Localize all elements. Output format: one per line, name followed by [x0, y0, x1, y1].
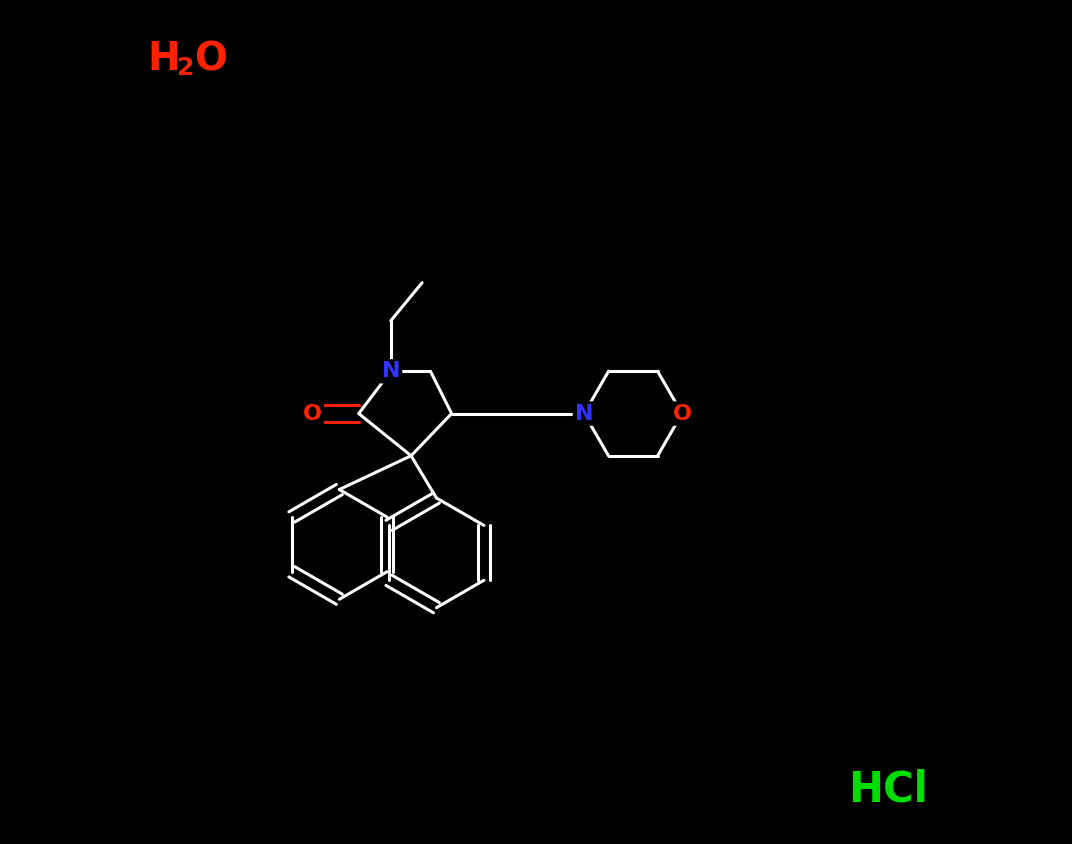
Text: 2: 2 [177, 56, 195, 79]
Text: H: H [148, 40, 180, 78]
Text: O: O [303, 403, 322, 424]
Text: N: N [382, 361, 400, 381]
Text: O: O [194, 40, 227, 78]
Text: HCl: HCl [848, 768, 928, 810]
Text: N: N [575, 403, 594, 424]
Text: O: O [672, 403, 691, 424]
